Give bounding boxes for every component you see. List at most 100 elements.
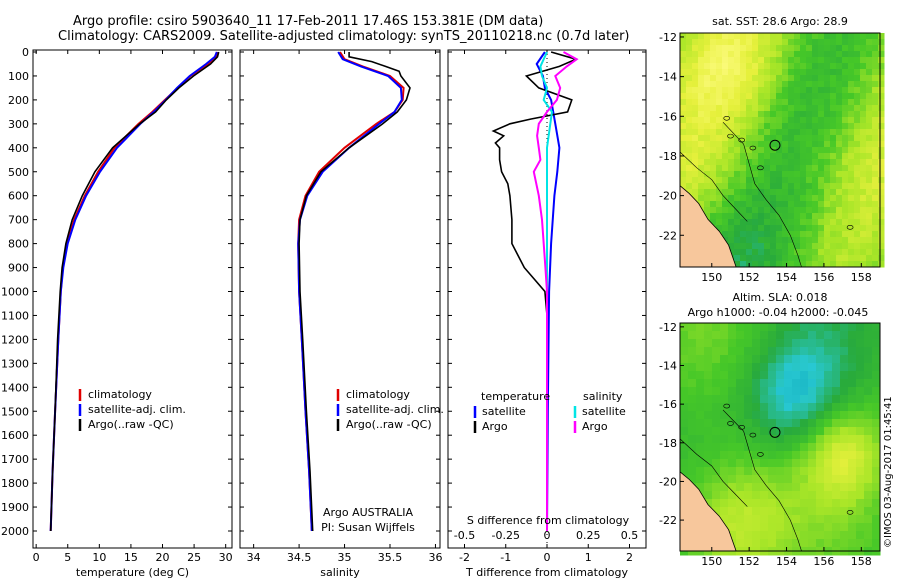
sla-map-cell (768, 507, 777, 516)
sst-map-cell (800, 225, 807, 232)
sst-map-cell (854, 213, 861, 220)
sst-map-cell (818, 99, 825, 106)
sst-map-cell (758, 129, 765, 136)
sst-map-cell (872, 93, 879, 100)
sst-map-cell (782, 177, 789, 184)
sst-map-cell (860, 81, 867, 88)
sst-map-cell (794, 159, 801, 166)
sla-map-cell (720, 323, 729, 332)
sst-map-cell (830, 231, 837, 238)
sst-map-cell (788, 117, 795, 124)
sst-map-cell (854, 135, 861, 142)
sst-map-cell (728, 99, 735, 106)
sst-map-cell (686, 39, 693, 46)
sla-map-cell (752, 355, 761, 364)
sst-map-cell (704, 171, 711, 178)
sla-map-cell (864, 467, 873, 476)
sst-map-cell (776, 63, 783, 70)
sla-map-cell (856, 403, 865, 412)
sst-map-cell (710, 171, 717, 178)
sst-map-cell (710, 123, 717, 130)
sst-map-cell (830, 63, 837, 70)
sst-map-cell (866, 213, 873, 220)
sst-map-cell (836, 69, 843, 76)
sst-map-cell (788, 147, 795, 154)
sla-map-lon-label: 152 (739, 555, 760, 568)
sst-map-cell (872, 261, 879, 268)
sst-map-cell (758, 57, 765, 64)
sst-map-cell (752, 249, 759, 256)
sst-map-cell (854, 195, 861, 202)
sla-map-cell (832, 507, 841, 516)
sst-map-cell (698, 189, 705, 196)
sst-map-cell (776, 69, 783, 76)
sst-map-cell (680, 63, 687, 70)
sst-map-cell (764, 177, 771, 184)
sst-map-cell (698, 105, 705, 112)
depth-tick-label: 100 (8, 70, 29, 83)
sst-map-cell (800, 33, 807, 40)
sst-map-cell (704, 75, 711, 82)
sst-map-cell (758, 165, 765, 172)
sst-map-cell (794, 105, 801, 112)
sst-map-cell (728, 183, 735, 190)
sst-map-cell (752, 195, 759, 202)
sst-map-cell (704, 147, 711, 154)
sst-map-cell (680, 159, 687, 166)
sst-map-cell (806, 87, 813, 94)
sst-map-cell (830, 195, 837, 202)
sst-map-reef (738, 137, 745, 143)
sla-map-reef (727, 421, 734, 426)
sst-map-cell (776, 141, 783, 148)
sst-map-cell (746, 201, 753, 208)
sla-map-cell (824, 475, 833, 484)
sst-map-cell (746, 195, 753, 202)
sla-map-cell (832, 435, 841, 444)
temperature-legend-label: satellite (482, 405, 526, 418)
sst-map-cell (878, 45, 885, 52)
sst-map-cell (746, 141, 753, 148)
sla-map-cell (744, 363, 753, 372)
sst-map-cell (782, 135, 789, 142)
sst-map-cell (824, 189, 831, 196)
sla-map-cell (808, 539, 817, 548)
sst-map-cell (800, 81, 807, 88)
sst-map-cell (866, 237, 873, 244)
sla-map-cell (864, 427, 873, 436)
sst-map-cell (752, 261, 759, 268)
sst-map-cell (776, 177, 783, 184)
sst-map-cell (740, 243, 747, 250)
sla-map-cell (840, 499, 849, 508)
sla-map-cell (744, 483, 753, 492)
sst-map-cell (698, 69, 705, 76)
sla-map-cell (792, 483, 801, 492)
sst-map-cell (854, 177, 861, 184)
sla-map-cell (808, 403, 817, 412)
sst-map-cell (734, 51, 741, 58)
sst-map-cell (716, 213, 723, 220)
sst-map-cell (764, 207, 771, 214)
sla-map-cell (720, 355, 729, 364)
sst-map-cell (794, 213, 801, 220)
sla-map-cell (736, 491, 745, 500)
sst-map-cell (728, 117, 735, 124)
sst-map-cell (722, 207, 729, 214)
sst-map-cell (866, 189, 873, 196)
sst-map-lat-label: -16 (659, 110, 677, 123)
sst-map-cell (866, 243, 873, 250)
sst-map-cell (734, 189, 741, 196)
sla-map-cell (760, 371, 769, 380)
sla-map-cell (776, 347, 785, 356)
sst-map-cell (818, 123, 825, 130)
sst-map-cell (734, 69, 741, 76)
sst-map-cell (764, 249, 771, 256)
sla-map-cell (816, 363, 825, 372)
sla-map-cell (736, 435, 745, 444)
sst-map-cell (716, 135, 723, 142)
sla-map-cell (784, 379, 793, 388)
sst-map-cell (746, 117, 753, 124)
sla-map-cell (824, 323, 833, 332)
sla-map-cell (720, 443, 729, 452)
sst-map-cell (812, 183, 819, 190)
sla-map-cell (752, 339, 761, 348)
